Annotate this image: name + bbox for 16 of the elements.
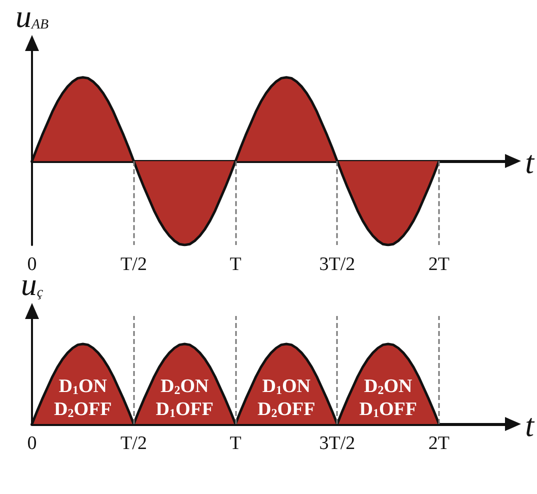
- y-axis-title: uAB: [15, 0, 49, 34]
- x-tick-label: T: [230, 433, 242, 454]
- x-tick-label: 0: [27, 433, 37, 454]
- annotation: D2ON D1OFF: [359, 376, 417, 420]
- x-tick-label: 2T: [428, 433, 450, 454]
- x-tick-label: 3T/2: [319, 254, 356, 275]
- annotation: D1ON D2OFF: [54, 376, 112, 420]
- x-tick-label: T/2: [120, 433, 147, 454]
- annotation: D1ON D2OFF: [257, 376, 316, 420]
- x-tick-label: T/2: [120, 254, 147, 275]
- x-tick-label: 2T: [428, 254, 450, 275]
- x-tick-label: T: [230, 254, 242, 275]
- x-axis-title: t: [525, 407, 536, 443]
- x-axis-title: t: [525, 144, 536, 180]
- x-tick-label: 3T/2: [319, 433, 356, 454]
- annotation: D2ON D1OFF: [156, 376, 214, 420]
